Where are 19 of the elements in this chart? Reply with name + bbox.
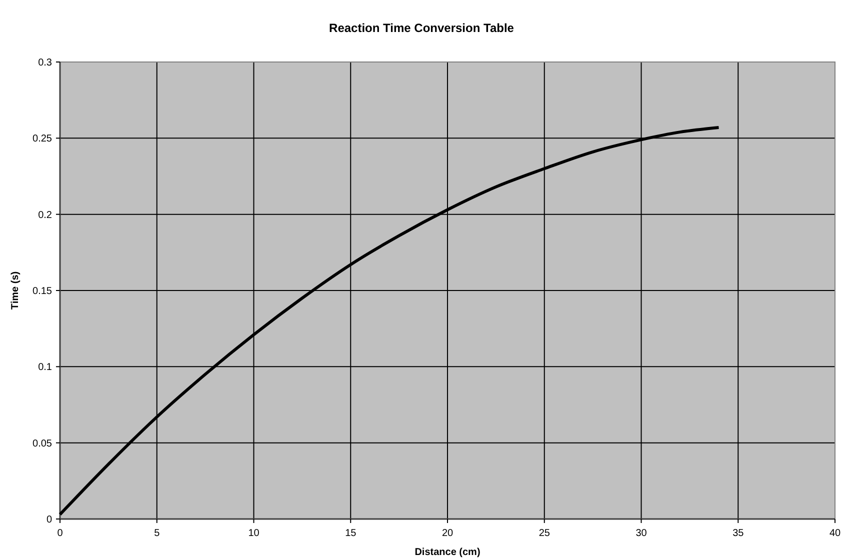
x-axis-title: Distance (cm) xyxy=(414,547,480,558)
y-tick-label: 0.1 xyxy=(38,362,52,374)
x-tick-label: 5 xyxy=(154,528,160,539)
y-axis-title: Time (s) xyxy=(10,271,21,310)
x-tick-label: 0 xyxy=(57,528,64,539)
x-tick-label: 40 xyxy=(829,528,841,539)
x-tick-label: 25 xyxy=(538,528,550,539)
y-tick-label: 0.3 xyxy=(38,58,52,68)
x-tick-label: 15 xyxy=(345,528,357,539)
x-tick-label: 35 xyxy=(732,528,744,539)
y-tick-label: 0.25 xyxy=(32,134,52,145)
y-tick-label: 0.2 xyxy=(38,210,52,221)
chart-title: Reaction Time Conversion Table xyxy=(329,21,514,35)
x-tick-label: 30 xyxy=(636,528,648,539)
y-tick-label: 0.05 xyxy=(32,438,52,450)
y-tick-label: 0.15 xyxy=(32,286,52,297)
y-tick-label: 0 xyxy=(46,514,52,526)
x-tick-label: 20 xyxy=(442,528,454,539)
x-tick-label: 10 xyxy=(248,528,260,539)
